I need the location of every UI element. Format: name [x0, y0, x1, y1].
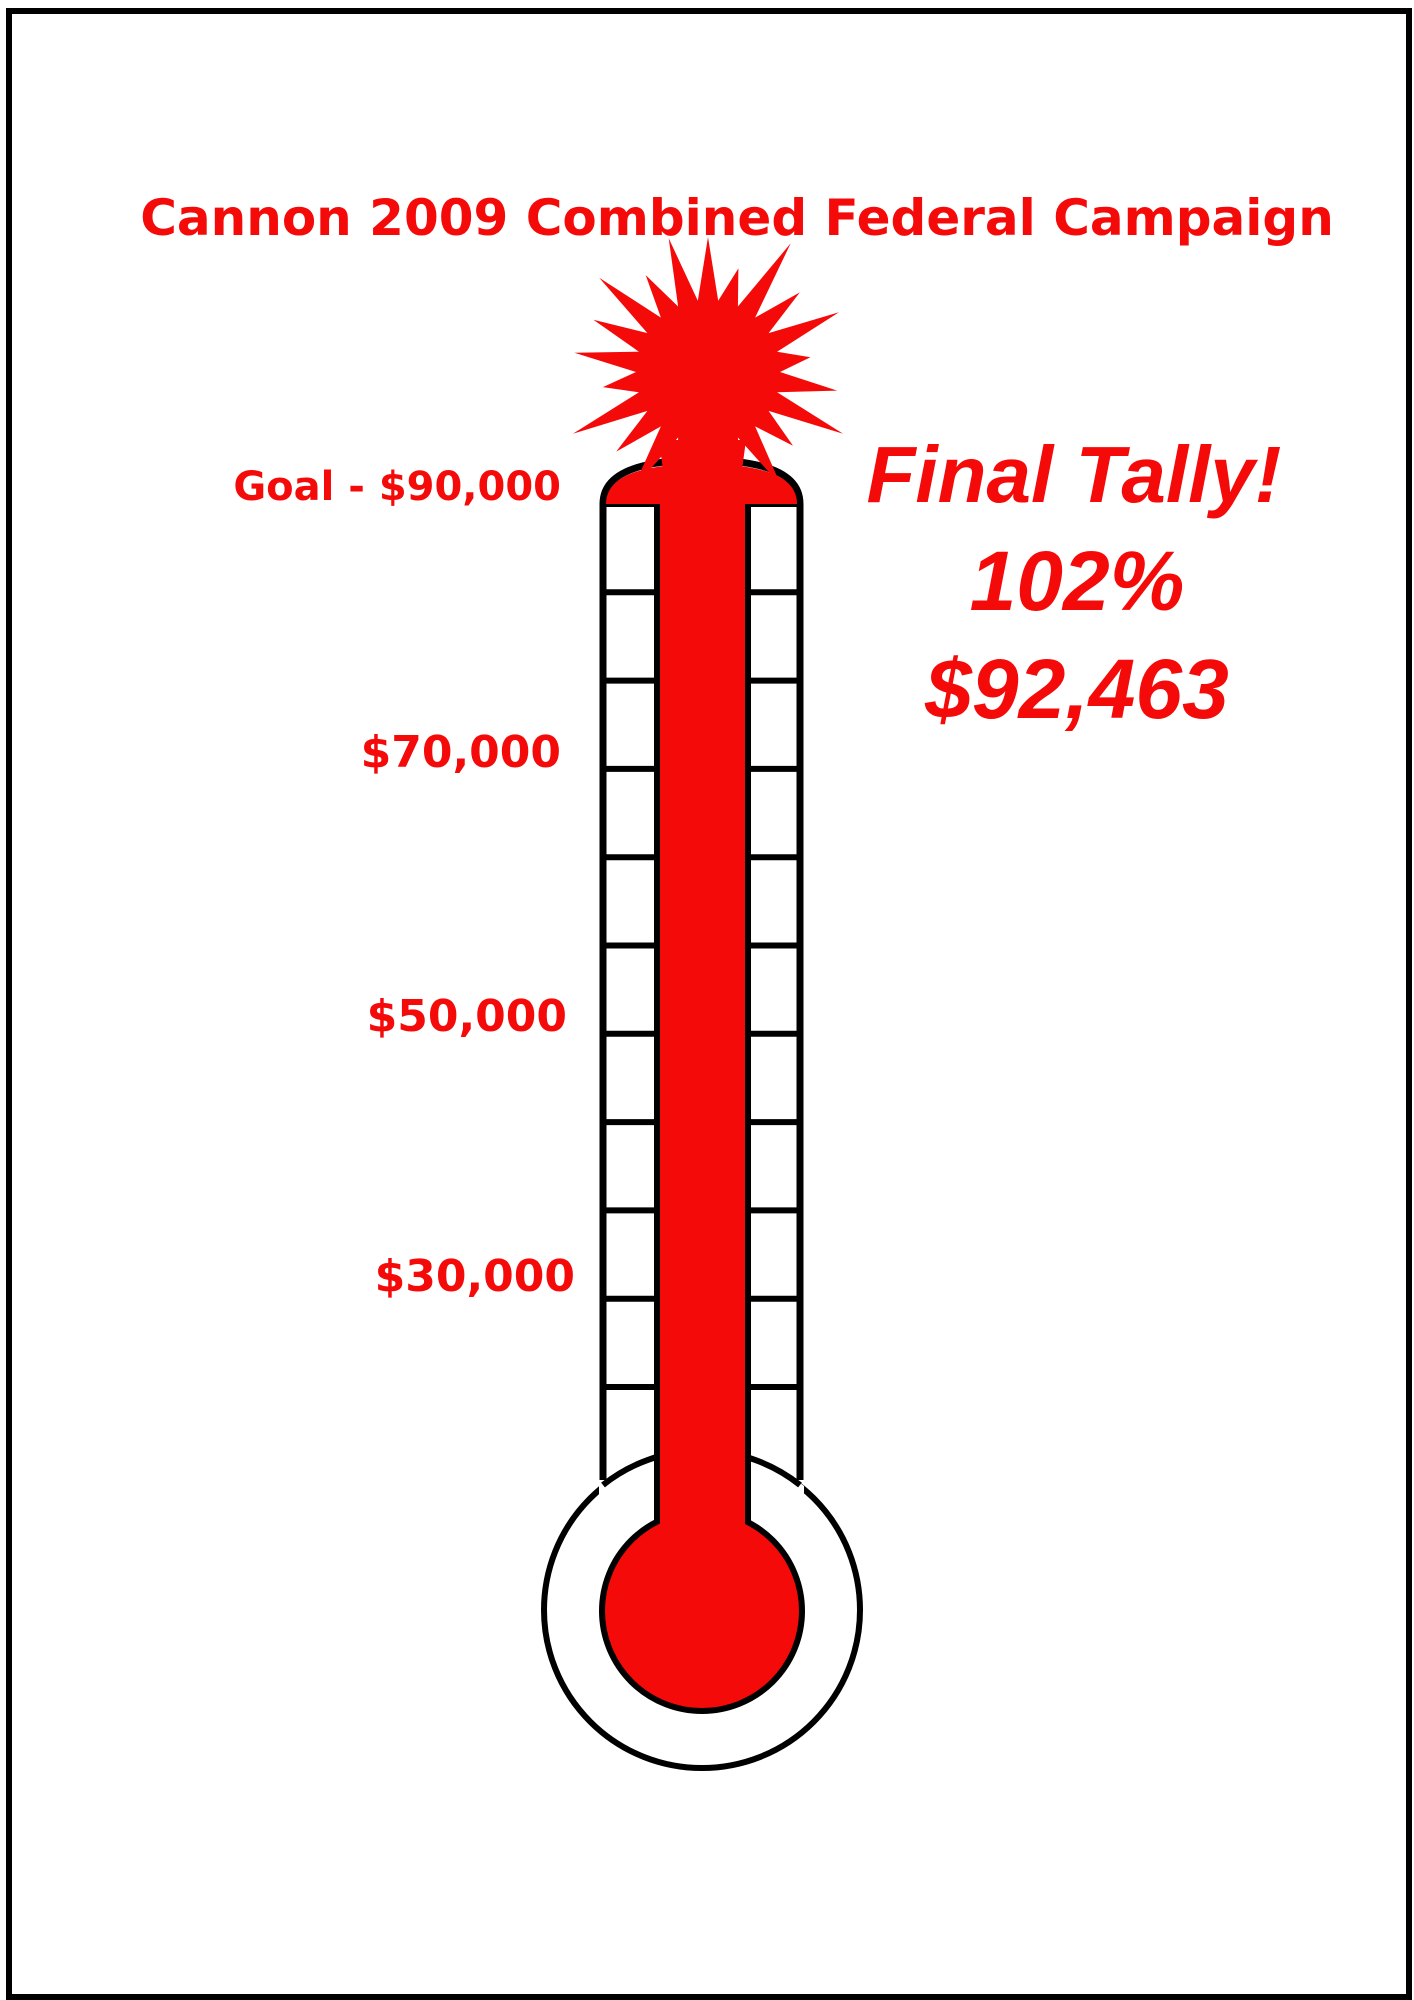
scale-label-30000: $30,000: [375, 1251, 575, 1302]
dome-fill: [606, 464, 797, 504]
starburst-icon: [572, 237, 844, 525]
mercury-column: [660, 471, 745, 1560]
chart-title: Cannon 2009 Combined Federal Campaign: [140, 189, 1334, 247]
scale-labels: Goal - $90,000 $70,000 $50,000 $30,000: [233, 464, 575, 1302]
final-tally-heading: Final Tally!: [867, 430, 1282, 519]
scale-label-70000: $70,000: [361, 727, 561, 778]
final-amount: $92,463: [924, 642, 1229, 736]
scale-label-goal: Goal - $90,000: [233, 464, 561, 510]
page-border: [6, 8, 1412, 2000]
final-percent: 102%: [970, 534, 1185, 628]
scale-label-50000: $50,000: [367, 991, 567, 1042]
starburst-drip: [659, 440, 746, 600]
thermometer: [541, 237, 863, 1771]
